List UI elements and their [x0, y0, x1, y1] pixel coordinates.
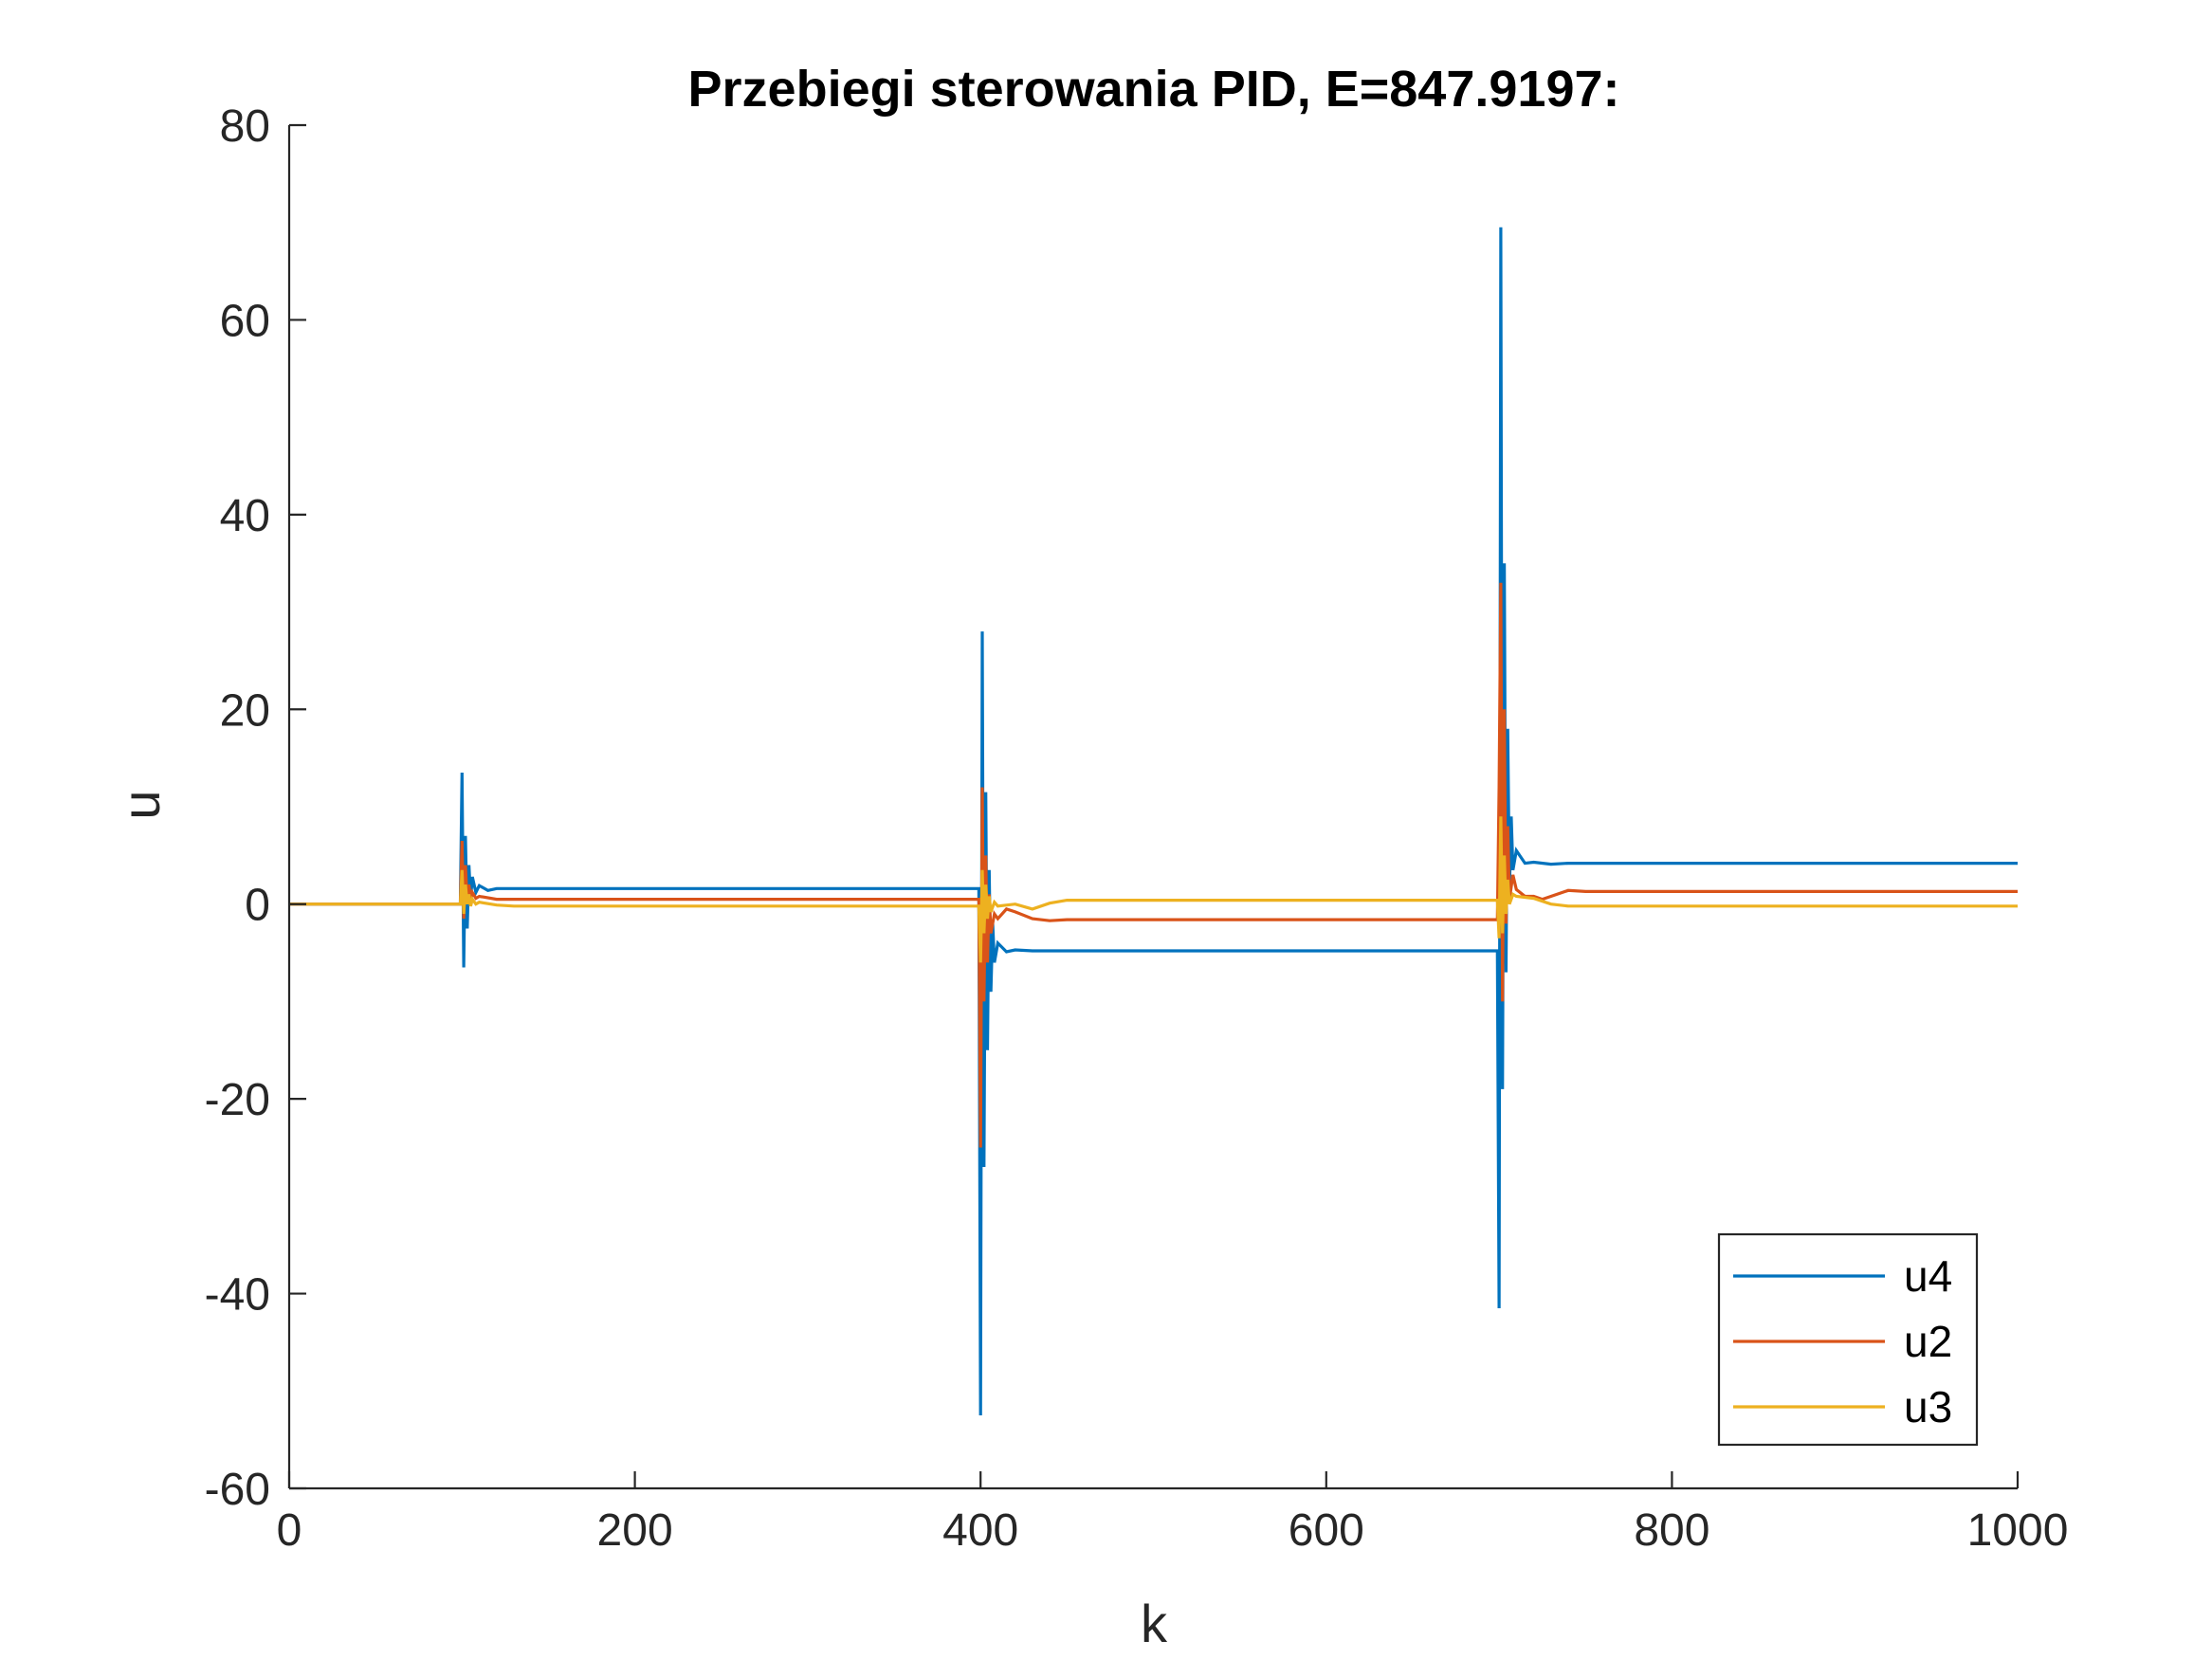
y-tick-label: 40 [220, 491, 270, 541]
y-tick-label: 60 [220, 296, 270, 346]
x-tick-label: 0 [277, 1505, 302, 1556]
x-tick-label: 200 [597, 1505, 673, 1556]
legend[interactable]: u4 u2 u3 [1717, 1232, 1979, 1447]
series-line-u4 [289, 227, 2018, 1416]
x-tick-label: 400 [942, 1505, 1018, 1556]
y-tick-label: 0 [245, 881, 270, 931]
x-axis-label: k [1141, 1594, 1168, 1653]
legend-label-u2: u2 [1904, 1317, 1952, 1366]
series-line-u3 [289, 816, 2018, 963]
x-tick-label: 800 [1634, 1505, 1709, 1556]
x-tick-label: 600 [1289, 1505, 1364, 1556]
series-line-u2 [289, 582, 2018, 1148]
x-tick-label: 1000 [1967, 1505, 2069, 1556]
y-tick-label: 80 [220, 101, 270, 152]
y-tick-label: -60 [205, 1465, 270, 1515]
y-tick-label: -40 [205, 1270, 270, 1321]
axes [287, 125, 2018, 1490]
y-tick-label: 20 [220, 685, 270, 736]
chart-title: Przebiegi sterowania PID, E=847.9197: [688, 61, 1620, 118]
legend-label-u4: u4 [1904, 1251, 1952, 1301]
plot-lines [289, 227, 2018, 1416]
legend-label-u3: u3 [1904, 1382, 1952, 1431]
x-axis-ticks: 0 200 400 600 800 1000 [277, 1471, 2069, 1556]
legend-box [1717, 1232, 1979, 1447]
y-tick-label: -20 [205, 1075, 270, 1125]
y-axis-label: u [111, 790, 171, 819]
y-axis-ticks: 80 60 40 20 0 -20 -40 -60 [205, 101, 306, 1515]
